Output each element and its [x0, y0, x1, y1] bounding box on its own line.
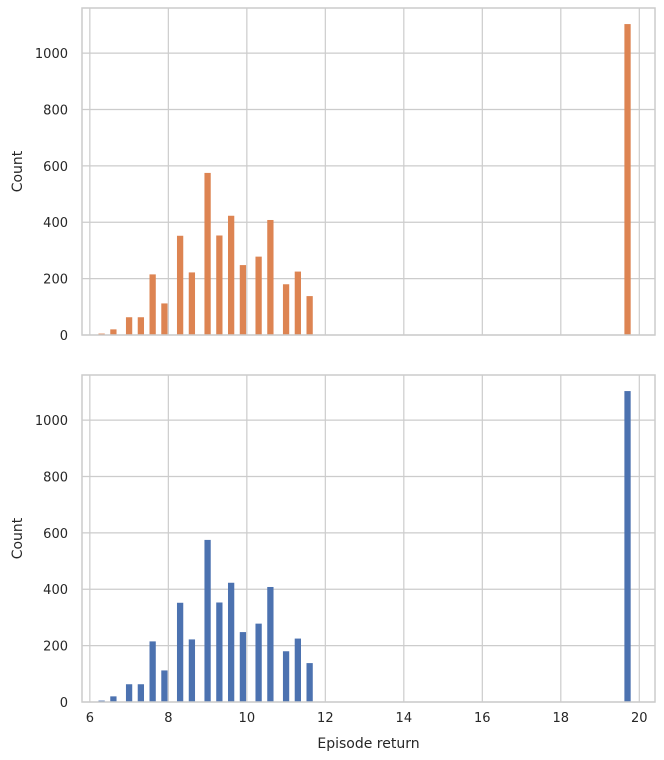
y-tick-label: 1000 — [35, 47, 68, 62]
histogram-bar — [624, 391, 631, 702]
histogram-bar — [255, 623, 262, 702]
histogram-bar — [227, 215, 235, 335]
histogram-bar — [125, 684, 133, 702]
y-tick-label: 400 — [43, 583, 68, 598]
histogram-bar — [149, 641, 156, 702]
histogram-bar — [125, 317, 133, 335]
histogram-bar — [204, 172, 211, 335]
x-tick-label: 12 — [317, 711, 334, 726]
chart-panel-2: 0 200 400 600 800 1000 6 8 10 12 14 16 18 20 Count Epis… — [10, 374, 656, 752]
histogram-bar — [216, 235, 223, 335]
histogram-bar — [294, 271, 301, 335]
x-tick-label: 14 — [396, 711, 413, 726]
histogram-bar — [176, 602, 184, 702]
plot-frame — [81, 7, 656, 336]
y-tick-label: 200 — [43, 640, 68, 655]
y-tick-label: 1000 — [35, 414, 68, 429]
histogram-bar — [176, 235, 184, 335]
histogram-bar — [110, 329, 117, 335]
histogram-bar — [624, 24, 631, 335]
histogram-bar — [255, 256, 262, 335]
y-tick-label: 200 — [43, 273, 68, 288]
histogram-bar — [110, 696, 117, 702]
x-tick-label: 10 — [239, 711, 256, 726]
histogram-bar — [294, 638, 301, 702]
y-tick-label: 800 — [43, 470, 68, 485]
histogram-bar — [188, 272, 196, 335]
histogram-bar — [282, 651, 290, 702]
x-tick-label: 8 — [164, 711, 172, 726]
histogram-bar — [204, 539, 211, 702]
histogram-bar — [267, 219, 274, 335]
histogram-bar — [137, 317, 145, 335]
histogram-bar — [239, 632, 247, 702]
histogram-bar — [227, 582, 235, 702]
x-tick-label: 18 — [553, 711, 570, 726]
y-tick-label: 600 — [43, 527, 68, 542]
histogram-bar — [216, 602, 223, 702]
histogram-bar — [161, 303, 168, 335]
histogram-bar — [306, 296, 313, 335]
x-axis-label: Episode return — [317, 736, 419, 752]
y-axis-label: Count — [10, 517, 26, 559]
histogram-bar — [306, 663, 313, 702]
histogram-bar — [161, 670, 168, 702]
y-tick-label: 800 — [43, 103, 68, 118]
histogram-bar — [188, 639, 196, 702]
histogram-bar — [239, 265, 247, 335]
x-tick-label: 16 — [474, 711, 491, 726]
y-tick-label: 0 — [60, 696, 68, 711]
histogram-bar — [282, 284, 290, 335]
y-axis-label: Count — [10, 150, 26, 192]
histogram-bar — [267, 586, 274, 702]
x-tick-label: 20 — [631, 711, 648, 726]
y-tick-label: 400 — [43, 216, 68, 231]
chart-panel-1: 0 200 400 600 800 1000 Count — [10, 7, 656, 344]
y-tick-label: 600 — [43, 160, 68, 175]
x-tick-label: 6 — [86, 711, 94, 726]
plot-frame — [81, 374, 656, 703]
y-tick-label: 0 — [60, 329, 68, 344]
histogram-bar — [149, 274, 156, 335]
histogram-bar — [137, 684, 145, 702]
